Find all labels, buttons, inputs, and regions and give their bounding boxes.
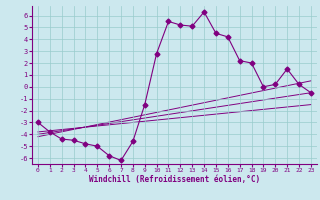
X-axis label: Windchill (Refroidissement éolien,°C): Windchill (Refroidissement éolien,°C) <box>89 175 260 184</box>
